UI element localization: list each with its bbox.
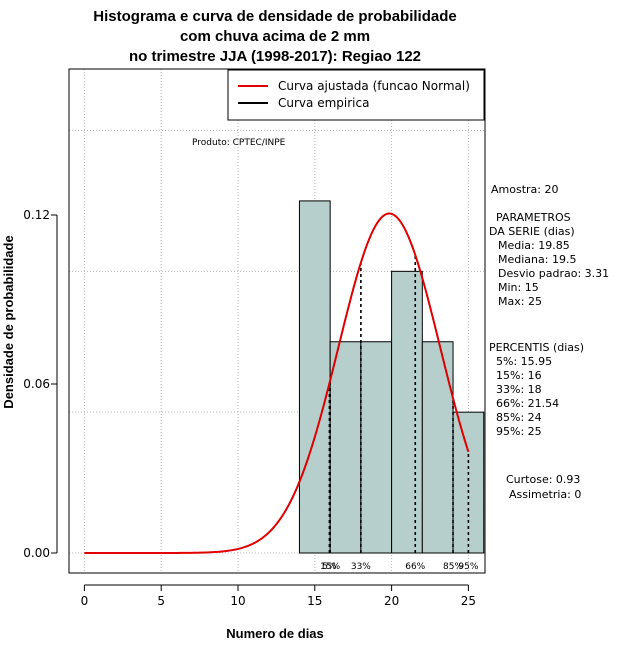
legend-label-1: Curva empirica [278,96,369,110]
title-line-1: Histograma e curva de densidade de proba… [93,8,456,25]
legend-label-0: Curva ajustada (funcao Normal) [278,79,470,93]
stat-line-8: PERCENTIS (dias) [489,341,584,354]
x-tick-label-4: 20 [384,594,399,608]
histogram-bar-2 [360,341,393,554]
stat-line-15: Curtose: 0.93 [506,473,580,486]
histogram-bar-0 [298,200,331,554]
stat-line-1: PARAMETROS [496,211,571,224]
x-tick-label-0: 0 [81,594,89,608]
stat-line-0: Amostra: 20 [491,183,558,196]
histogram-bar-3 [391,270,423,554]
percentile-label-4: 85% [443,562,463,572]
stat-line-16: Assimetria: 0 [509,488,581,501]
x-tick-label-1: 5 [157,594,165,608]
stat-line-6: Min: 15 [498,281,539,294]
normal-curve-layer [84,212,470,554]
product-label: Produto: CPTEC/INPE [192,138,286,148]
histogram-bar-4 [421,341,454,554]
stat-line-3: Media: 19.85 [498,239,570,252]
titles: Histograma e curva de densidade de proba… [1,8,457,641]
histogram-bars [298,200,485,554]
stat-line-4: Mediana: 19.5 [498,253,576,266]
legend-box [227,69,485,121]
histogram-bar-5 [452,411,485,554]
normal-curve [84,212,470,554]
percentile-label-0: 5% [322,562,337,572]
percentile-label-2: 33% [351,562,371,572]
stat-line-12: 66%: 21.54 [496,397,559,410]
percentile-label-3: 66% [405,562,425,572]
stat-line-5: Desvio padrao: 3.31 [498,267,609,280]
stat-line-14: 95%: 25 [496,425,542,438]
y-axis-title: Densidade de probabilidade [1,235,16,408]
histogram-bar-1 [329,341,362,554]
stat-line-10: 15%: 16 [496,369,542,382]
stat-line-2: DA SERIE (dias) [489,225,575,238]
percentile-label-5: 95% [458,562,478,572]
stat-line-11: 33%: 18 [496,383,542,396]
legend: Curva ajustada (funcao Normal) Curva empi… [227,69,485,121]
title-line-2: com chuva acima de 2 mm [180,28,370,45]
percentile-label-1: 15% [320,562,340,572]
plot-frame [68,68,486,574]
stat-line-7: Max: 25 [498,295,542,308]
axes: 0 5 10 15 20 25 0.00 0.06 0.12 [23,208,476,608]
x-tick-label-3: 15 [307,594,322,608]
x-tick-label-2: 10 [230,594,245,608]
percentile-lines: 5%15% 33% 66% 85%95% [320,255,479,572]
x-tick-label-5: 25 [461,594,476,608]
y-tick-label-1: 0.06 [23,377,50,391]
x-axis-title: Numero de dias [226,626,324,641]
title-line-3: no trimestre JJA (1998-2017): Regiao 122 [129,48,421,65]
stat-line-9: 5%: 15.95 [496,355,552,368]
stat-line-13: 85%: 24 [496,411,542,424]
y-tick-label-0: 0.00 [23,546,50,560]
y-tick-label-2: 0.12 [23,208,50,222]
